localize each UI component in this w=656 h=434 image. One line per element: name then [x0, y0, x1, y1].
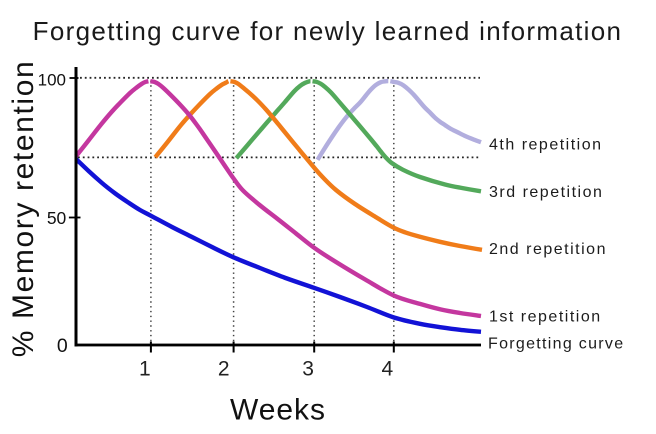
svg-text:Forgetting curve for newly lea: Forgetting curve for newly learned infor…: [33, 16, 623, 46]
svg-text:Weeks: Weeks: [230, 394, 326, 427]
svg-text:0: 0: [57, 335, 68, 357]
svg-text:Forgetting curve: Forgetting curve: [488, 336, 624, 353]
svg-text:4th repetition: 4th repetition: [489, 136, 603, 153]
svg-text:1st repetition: 1st repetition: [489, 309, 602, 326]
svg-text:1: 1: [139, 358, 151, 381]
svg-text:3: 3: [302, 358, 314, 381]
svg-text:4: 4: [382, 358, 394, 381]
svg-text:% Memory retention: % Memory retention: [7, 60, 40, 358]
svg-text:3rd repetition: 3rd repetition: [489, 184, 603, 201]
svg-text:100: 100: [38, 70, 66, 89]
svg-text:50: 50: [47, 208, 67, 228]
svg-text:2: 2: [218, 358, 230, 381]
svg-text:2nd repetition: 2nd repetition: [489, 241, 607, 258]
